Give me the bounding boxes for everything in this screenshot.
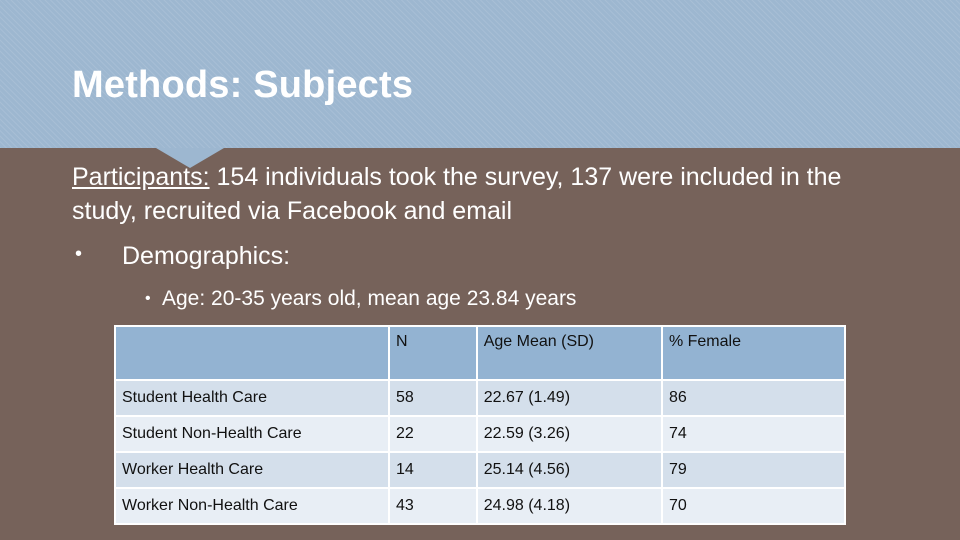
table-row: Worker Health Care 14 25.14 (4.56) 79 [113, 451, 847, 489]
bullet-dot: • [75, 243, 83, 265]
banner-notch [156, 148, 224, 168]
demographics-bullet: Demographics: [122, 242, 291, 270]
cell-n: 43 [388, 487, 478, 525]
cell-age-mean: 22.67 (1.49) [475, 379, 663, 417]
cell-percent-female: 79 [660, 451, 847, 489]
cell-age-mean: 22.59 (3.26) [475, 415, 663, 453]
cell-percent-female: 74 [660, 415, 847, 453]
age-bullet: Age: 20-35 years old, mean age 23.84 yea… [162, 287, 577, 310]
cell-n: 58 [388, 379, 478, 417]
sub-bullet-dot: • [145, 290, 151, 307]
header-cell-percent-female: % Female [660, 325, 847, 381]
demographics-table: N Age Mean (SD) % Female Student Health … [113, 325, 847, 525]
header-cell-group [113, 325, 391, 381]
participants-text: 154 individuals took the survey, 137 wer… [72, 163, 842, 225]
cell-n: 14 [388, 451, 478, 489]
participants-label: Participants: [72, 163, 210, 191]
table-row: Worker Non-Health Care 43 24.98 (4.18) 7… [113, 487, 847, 525]
cell-group: Student Health Care [113, 379, 391, 417]
cell-group: Worker Non-Health Care [113, 487, 391, 525]
participants-paragraph: Participants: 154 individuals took the s… [72, 160, 902, 228]
cell-n: 22 [388, 415, 478, 453]
cell-percent-female: 86 [660, 379, 847, 417]
title-banner [0, 0, 960, 148]
header-cell-age-mean: Age Mean (SD) [475, 325, 663, 381]
cell-group: Student Non-Health Care [113, 415, 391, 453]
table-header-row: N Age Mean (SD) % Female [113, 325, 847, 381]
table-row: Student Health Care 58 22.67 (1.49) 86 [113, 379, 847, 417]
header-cell-n: N [388, 325, 478, 381]
cell-group: Worker Health Care [113, 451, 391, 489]
slide-title: Methods: Subjects [72, 64, 414, 106]
cell-age-mean: 25.14 (4.56) [475, 451, 663, 489]
table-row: Student Non-Health Care 22 22.59 (3.26) … [113, 415, 847, 453]
cell-percent-female: 70 [660, 487, 847, 525]
cell-age-mean: 24.98 (4.18) [475, 487, 663, 525]
